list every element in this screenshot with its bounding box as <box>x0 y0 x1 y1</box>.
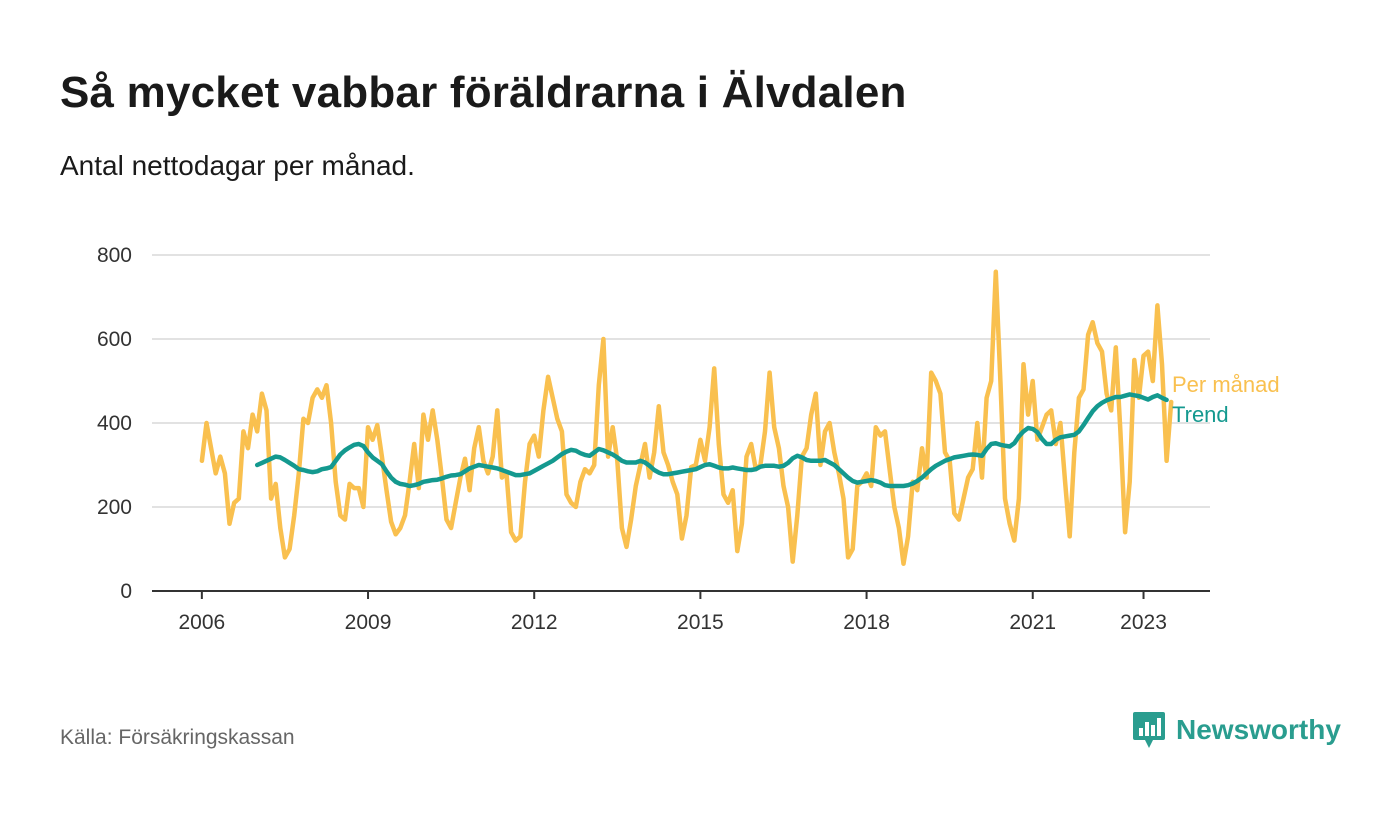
y-tick-label: 400 <box>97 412 132 435</box>
series-label-per-manad: Per månad <box>1172 372 1280 397</box>
series-line-per-manad <box>199 269 1174 566</box>
y-tick-label: 0 <box>120 580 132 603</box>
x-tick-label: 2012 <box>511 611 558 634</box>
y-tick-label: 200 <box>97 496 132 519</box>
x-axis-tick-labels: 2006 2009 2012 2015 2018 2021 2023 <box>178 591 1167 634</box>
chart-title: Så mycket vabbar föräldrarna i Älvdalen <box>60 68 907 117</box>
x-tick-label: 2009 <box>345 611 392 634</box>
x-tick-label: 2023 <box>1120 611 1167 634</box>
x-tick-label: 2015 <box>677 611 724 634</box>
x-tick-label: 2018 <box>843 611 890 634</box>
brand-name: Newsworthy <box>1176 714 1341 745</box>
x-tick-label: 2021 <box>1009 611 1056 634</box>
brand-logo[interactable]: Newsworthy <box>1132 710 1341 750</box>
bar-chart-speech-bubble-icon <box>1133 712 1165 748</box>
chart-subtitle: Antal nettodagar per månad. <box>60 150 415 181</box>
y-tick-label: 600 <box>97 328 132 351</box>
series-end-labels: Per månad Trend <box>1172 372 1280 427</box>
series-label-trend: Trend <box>1172 402 1229 427</box>
series-lines <box>199 269 1174 566</box>
source-note: Källa: Försäkringskassan <box>60 726 295 749</box>
y-tick-label: 800 <box>97 244 132 267</box>
y-axis-tick-labels: 0 200 400 600 800 <box>97 244 132 603</box>
x-tick-label: 2006 <box>178 611 225 634</box>
series-line-trend <box>254 392 1169 489</box>
